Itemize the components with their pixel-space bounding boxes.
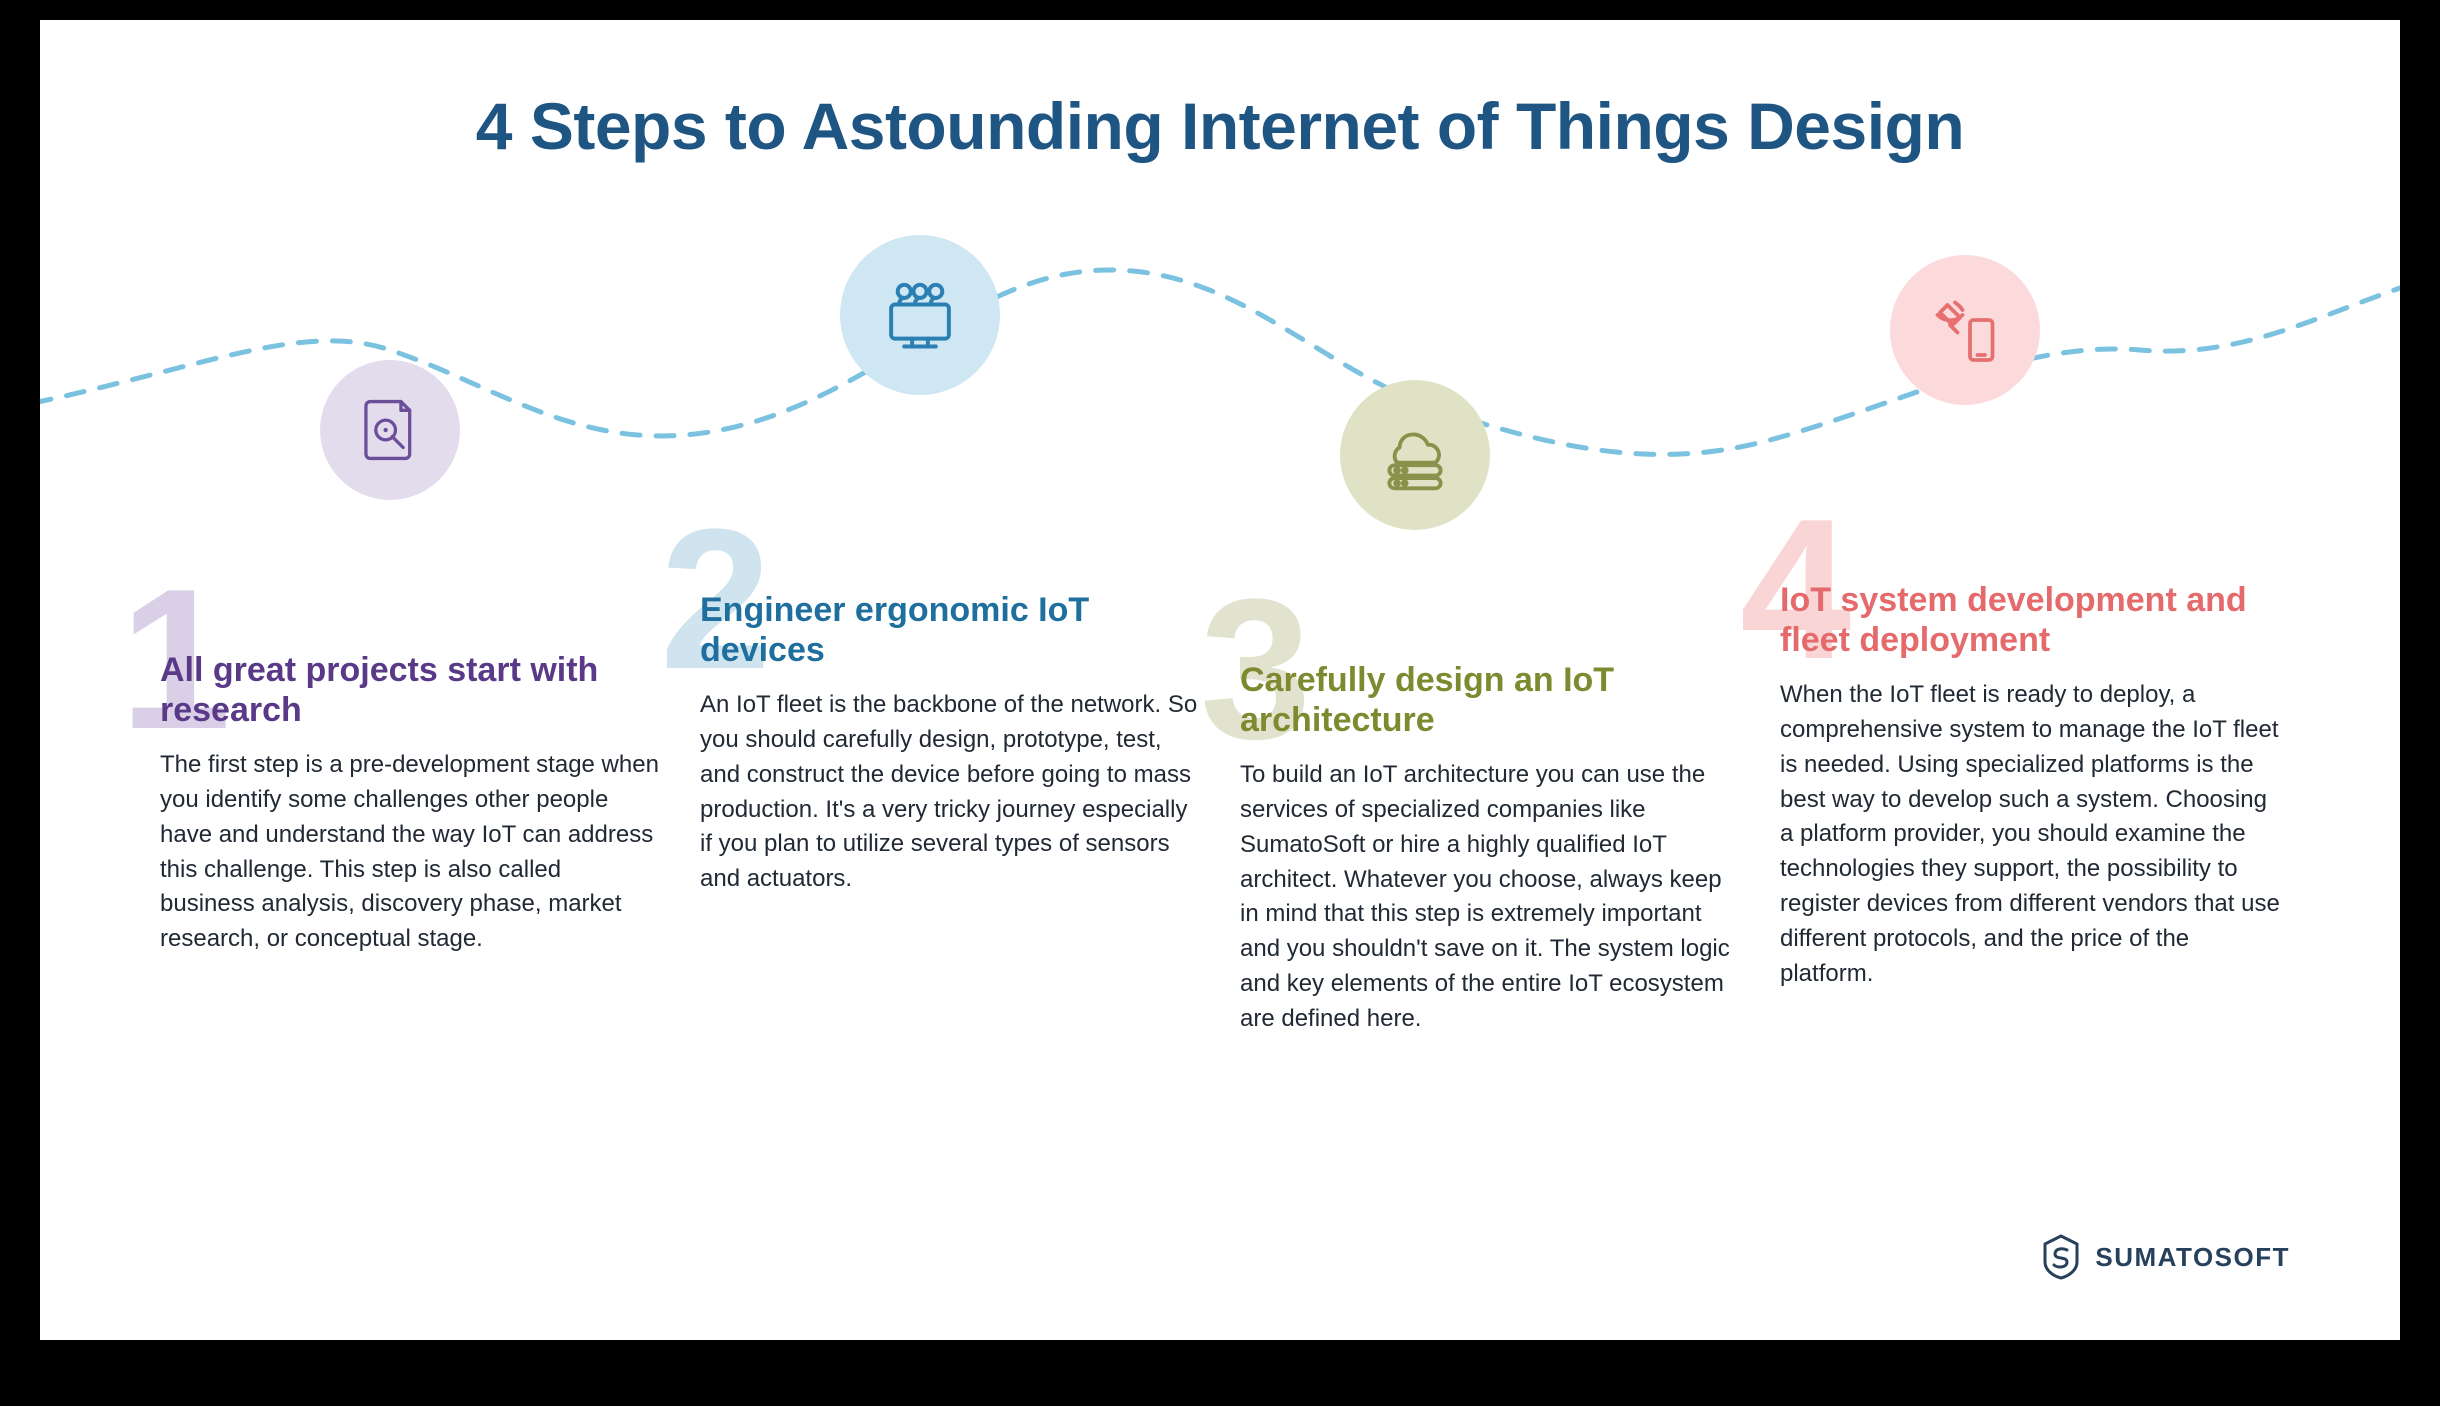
step-1: 1 All great projects start with research…	[160, 580, 660, 1037]
satellite-mobile-icon	[1925, 290, 2005, 370]
step1-bubble	[320, 360, 460, 500]
brand-logo: SUMATOSOFT	[2041, 1234, 2290, 1280]
logo-icon	[2041, 1234, 2081, 1280]
step-3: 3 Carefully design an IoT architecture T…	[1240, 580, 1740, 1037]
step-2: 2 Engineer ergonomic IoT devices An IoT …	[700, 580, 1200, 1037]
step-4-title: IoT system development and fleet deploym…	[1780, 580, 2280, 660]
step-3-body: To build an IoT architecture you can use…	[1240, 758, 1740, 1036]
logo-text: SUMATOSOFT	[2095, 1242, 2290, 1273]
step-4: 4 IoT system development and fleet deplo…	[1780, 580, 2280, 1037]
step-2-body: An IoT fleet is the backbone of the netw…	[700, 688, 1200, 897]
step-4-body: When the IoT fleet is ready to deploy, a…	[1780, 678, 2280, 991]
devices-icon	[878, 273, 962, 357]
research-icon	[355, 395, 425, 465]
steps-row: 1 All great projects start with research…	[40, 580, 2400, 1037]
step3-bubble	[1340, 380, 1490, 530]
step-1-body: The first step is a pre-development stag…	[160, 748, 660, 957]
step2-bubble	[840, 235, 1000, 395]
step-2-title: Engineer ergonomic IoT devices	[700, 590, 1200, 670]
step-3-title: Carefully design an IoT architecture	[1240, 660, 1740, 740]
page-title: 4 Steps to Astounding Internet of Things…	[40, 20, 2400, 164]
step4-bubble	[1890, 255, 2040, 405]
step-1-title: All great projects start with research	[160, 650, 660, 730]
cloud-server-icon	[1374, 414, 1456, 496]
infographic-canvas: 4 Steps to Astounding Internet of Things…	[40, 20, 2400, 1340]
